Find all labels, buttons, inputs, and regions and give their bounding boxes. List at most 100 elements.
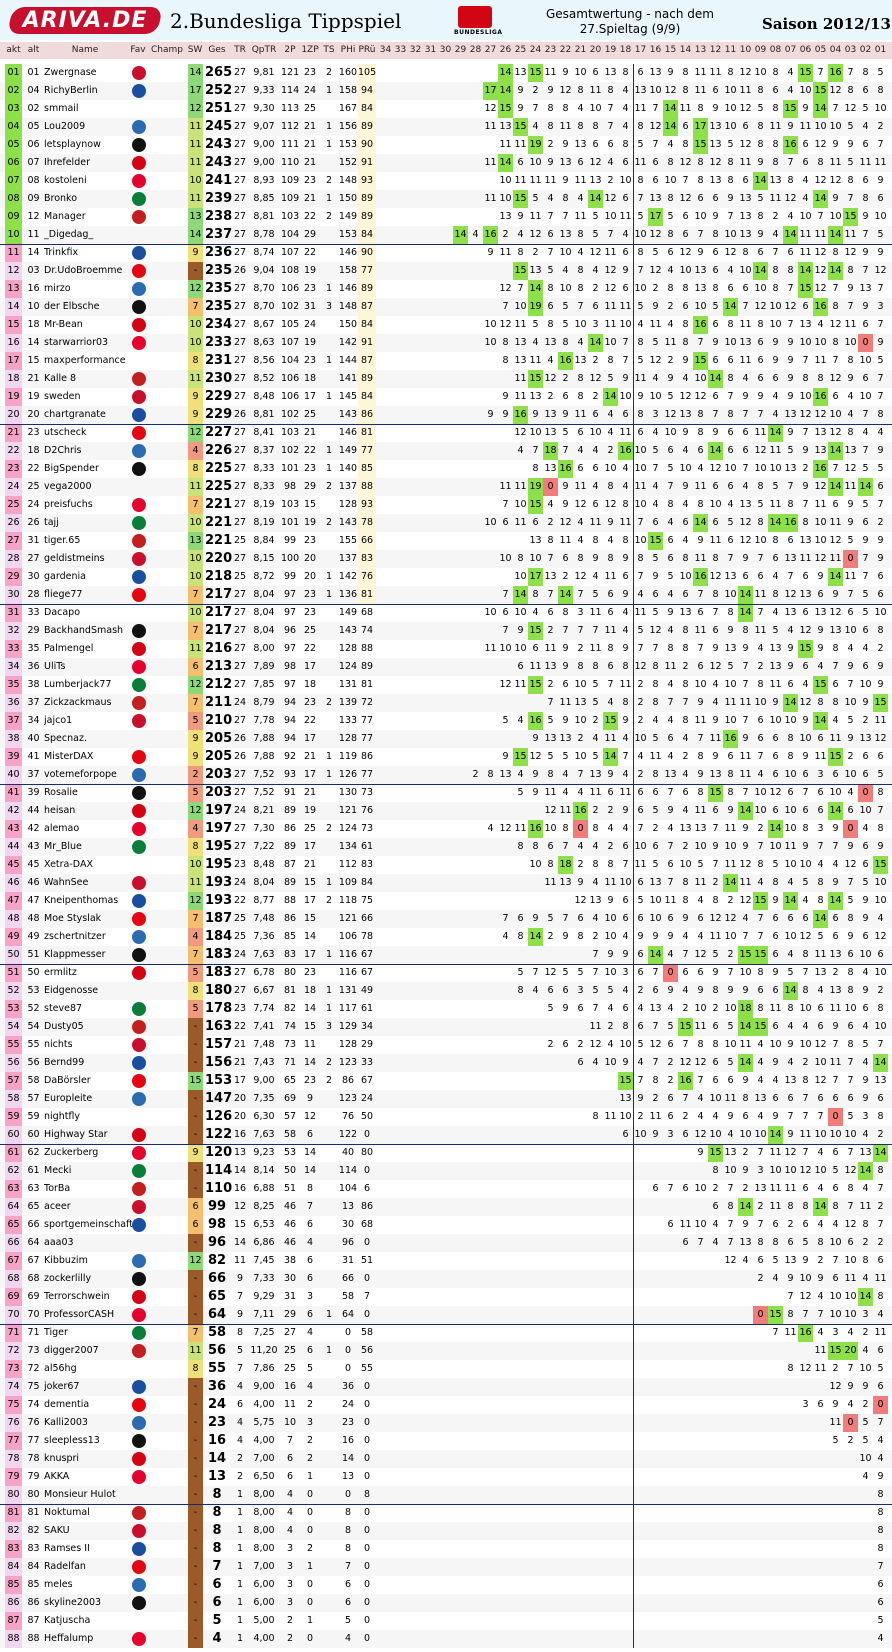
cell-name[interactable]: chartgranate — [44, 409, 106, 420]
cell-name[interactable]: aceer — [44, 1201, 71, 1212]
cell-name[interactable]: Kalle 8 — [44, 373, 77, 384]
cell-name[interactable]: Dr.UdoBroemme — [44, 265, 123, 276]
cell-name[interactable]: BigSpender — [44, 463, 99, 474]
matchday-points: 4 — [847, 787, 854, 798]
cell-name[interactable]: Dacapo — [44, 607, 81, 618]
cell-name[interactable]: dementia — [44, 1399, 90, 1410]
cell-name[interactable]: sleepless13 — [44, 1435, 100, 1446]
cell-name[interactable]: D2Chris — [44, 445, 82, 456]
cell-name[interactable]: joker67 — [44, 1381, 80, 1392]
cell-name[interactable]: Tiger — [44, 1327, 68, 1338]
cell-name[interactable]: Kneipenthomas — [44, 895, 119, 906]
cell-name[interactable]: tiger.65 — [44, 535, 81, 546]
cell-p2: 102 — [281, 301, 300, 312]
cell-name[interactable]: Mecki — [44, 1165, 72, 1176]
cell-name[interactable]: der Elbsche — [44, 301, 100, 312]
cell-name[interactable]: Rosalie — [44, 787, 78, 798]
cell-name[interactable]: BackhandSmash — [44, 625, 124, 636]
cell-name[interactable]: alemao — [44, 823, 80, 834]
cell-tr: 27 — [233, 985, 247, 996]
cell-name[interactable]: Highway Star — [44, 1129, 108, 1140]
cell-name[interactable]: utscheck — [44, 427, 87, 438]
cell-name[interactable]: Klappmesser — [44, 949, 106, 960]
cell-name[interactable]: Zuckerberg — [44, 1147, 99, 1158]
cell-name[interactable]: TorBa — [44, 1183, 71, 1194]
cell-name[interactable]: skyline2003 — [44, 1597, 102, 1608]
cell-name[interactable]: Palmengel — [44, 643, 94, 654]
cell-name[interactable]: UliTs — [44, 661, 66, 672]
cell-name[interactable]: Mr-Bean — [44, 319, 83, 330]
cell-name[interactable]: Europleite — [44, 1093, 93, 1104]
cell-name[interactable]: RichyBerlin — [44, 85, 98, 96]
cell-name[interactable]: heisan — [44, 805, 76, 816]
matchday-points: 10 — [814, 1129, 827, 1140]
cell-name[interactable]: zschertnitzer — [44, 931, 106, 942]
cell-name[interactable]: Lou2009 — [44, 121, 86, 132]
cell-name[interactable]: smmail — [44, 103, 79, 114]
matchday-points: 4 — [622, 85, 629, 96]
cell-name[interactable]: Katjuscha — [44, 1615, 91, 1626]
cell-name[interactable]: kostoleni — [44, 175, 87, 186]
cell-name[interactable]: Zickzackmaus — [44, 697, 112, 708]
cell-name[interactable]: aaa03 — [44, 1237, 74, 1248]
cell-name[interactable]: tajj — [44, 517, 59, 528]
cell-name[interactable]: ermlitz — [44, 967, 77, 978]
cell-name[interactable]: _Digedag_ — [44, 229, 94, 240]
cell-name[interactable]: Kalli2003 — [44, 1417, 88, 1428]
matchday-points: 8 — [877, 85, 884, 96]
cell-name[interactable]: maxperformance — [44, 355, 126, 366]
cell-name[interactable]: jajco1 — [44, 715, 73, 726]
cell-name[interactable]: AKKA — [44, 1471, 70, 1482]
cell-name[interactable]: letsplaynow — [44, 139, 101, 150]
cell-name[interactable]: Bernd99 — [44, 1057, 85, 1068]
cell-name[interactable]: Monsieur Hulot — [44, 1489, 116, 1500]
cell-name[interactable]: gardenia — [44, 571, 86, 582]
cell-name[interactable]: nightfly — [44, 1111, 81, 1122]
matchday-points: 6 — [787, 913, 794, 924]
table-row: 66 64 aaa03-96 14 6,86 46 4 96 0 6 7 4 7 13 8 8 6 5 8 10 6 2 2 — [0, 1234, 892, 1252]
cell-name[interactable]: Mr_Blue — [44, 841, 82, 852]
cell-name[interactable]: Specnaz. — [44, 733, 87, 744]
cell-name[interactable]: Terrorschwein — [44, 1291, 110, 1302]
cell-name[interactable]: Moe Styslak — [44, 913, 102, 924]
cell-name[interactable]: nichts — [44, 1039, 73, 1050]
cell-name[interactable]: Zwergnase — [44, 67, 97, 78]
cell-name[interactable]: Kibbuzim — [44, 1255, 88, 1266]
cell-name[interactable]: Heffalump — [44, 1633, 94, 1644]
cell-name[interactable]: sweden — [44, 391, 81, 402]
cell-name[interactable]: fliege77 — [44, 589, 83, 600]
cell-name[interactable]: Ihrefelder — [44, 157, 90, 168]
cell-name[interactable]: Noktumal — [44, 1507, 90, 1518]
cell-name[interactable]: MisterDAX — [44, 751, 94, 762]
cell-name[interactable]: sportgemeinschaft53 — [44, 1219, 132, 1230]
cell-name[interactable]: digger2007 — [44, 1345, 99, 1356]
cell-name[interactable]: vega2000 — [44, 481, 92, 492]
cell-tr: 16 — [233, 1183, 247, 1194]
cell-name[interactable]: geldistmeins — [44, 553, 105, 564]
cell-name[interactable]: al56hg — [44, 1363, 77, 1374]
cell-name[interactable]: Lumberjack77 — [44, 679, 112, 690]
cell-name[interactable]: Xetra-DAX — [44, 859, 93, 870]
cell-name[interactable]: DaBörsler — [44, 1075, 91, 1086]
cell-name[interactable]: Trinkfix — [44, 247, 79, 258]
cell-name[interactable]: SAKU — [44, 1525, 70, 1536]
cell-name[interactable]: knuspri — [44, 1453, 80, 1464]
cell-name[interactable]: mirzo — [44, 283, 71, 294]
cell-name[interactable]: Manager — [44, 211, 86, 222]
cell-name[interactable]: starwarrior03 — [44, 337, 109, 348]
cell-name[interactable]: steve87 — [44, 1003, 83, 1014]
cell-name[interactable]: Ramses II — [44, 1543, 90, 1554]
cell-name[interactable]: votemeforpope — [44, 769, 117, 780]
cell-name[interactable]: Radelfan — [44, 1561, 86, 1572]
cell-name[interactable]: zockerlilly — [44, 1273, 92, 1284]
cell-name[interactable]: Bronko — [44, 193, 78, 204]
matchday-points: 8 — [817, 895, 824, 906]
cell-name[interactable]: WahnSee — [44, 877, 89, 888]
ariva-logo[interactable]: ARIVA.DE — [7, 7, 163, 34]
cell-name[interactable]: preisfuchs — [44, 499, 93, 510]
cell-name[interactable]: meles — [44, 1579, 73, 1590]
matchday-points: 13 — [559, 733, 572, 744]
cell-name[interactable]: Eidgenosse — [44, 985, 99, 996]
cell-name[interactable]: ProfessorCASH — [44, 1309, 115, 1320]
cell-name[interactable]: Dusty05 — [44, 1021, 84, 1032]
